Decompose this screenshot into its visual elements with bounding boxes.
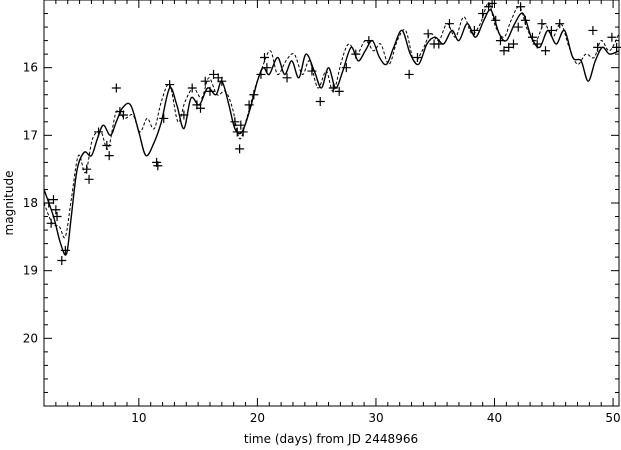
data-point-marker [195, 103, 205, 113]
data-point-marker [48, 195, 58, 205]
data-point-marker [504, 42, 514, 52]
data-point-marker [57, 256, 67, 266]
y-tick-label: 19 [23, 264, 38, 278]
y-tick-label: 20 [23, 331, 38, 345]
data-point-marker [444, 19, 454, 29]
data-point-marker [607, 32, 617, 42]
data-point-marker [508, 39, 518, 49]
data-point-marker [235, 144, 245, 154]
axis-tick-labels: 10 20 30 40 50 16 17 18 19 20 [23, 61, 621, 425]
x-tick-label: 10 [131, 411, 146, 425]
data-point-marker [612, 42, 621, 52]
model-curve-solid [43, 9, 620, 256]
data-point-marker [516, 2, 526, 12]
data-point-marker [209, 69, 219, 79]
data-point-marker [51, 205, 61, 215]
data-point-marker [334, 86, 344, 96]
data-point-marker [487, 0, 497, 8]
data-point-marker [153, 161, 163, 171]
axis-ticks [43, 0, 619, 407]
x-tick-label: 30 [368, 411, 383, 425]
x-tick-label: 20 [250, 411, 265, 425]
y-tick-label: 18 [23, 196, 38, 210]
data-point-marker [84, 174, 94, 184]
model-curve-dashed [43, 2, 620, 239]
x-axis-title: time (days) from JD 2448966 [244, 432, 418, 446]
data-point-marker [282, 73, 292, 83]
x-tick-label: 50 [605, 411, 620, 425]
data-point-marker [46, 218, 56, 228]
data-point-marker [478, 9, 488, 19]
y-tick-label: 16 [23, 61, 38, 75]
data-point-marker [588, 25, 598, 35]
y-axis-title: magnitude [2, 171, 16, 236]
data-point-marker [236, 120, 246, 130]
data-point-marker [540, 46, 550, 56]
plot-frame [43, 0, 620, 407]
data-point-marker [244, 100, 254, 110]
data-point-marker [423, 29, 433, 39]
data-point-marker [412, 53, 422, 63]
x-tick-label: 40 [487, 411, 502, 425]
data-point-marker [404, 69, 414, 79]
data-point-marker [111, 83, 121, 93]
data-point-marker [187, 83, 197, 93]
data-point-marker [513, 22, 523, 32]
data-point-marker [104, 151, 114, 161]
data-point-marker [159, 113, 169, 123]
y-tick-label: 17 [23, 128, 38, 142]
data-series [43, 0, 621, 266]
data-point-marker [200, 76, 210, 86]
data-point-marker [315, 97, 325, 106]
data-point-marker [499, 46, 509, 56]
